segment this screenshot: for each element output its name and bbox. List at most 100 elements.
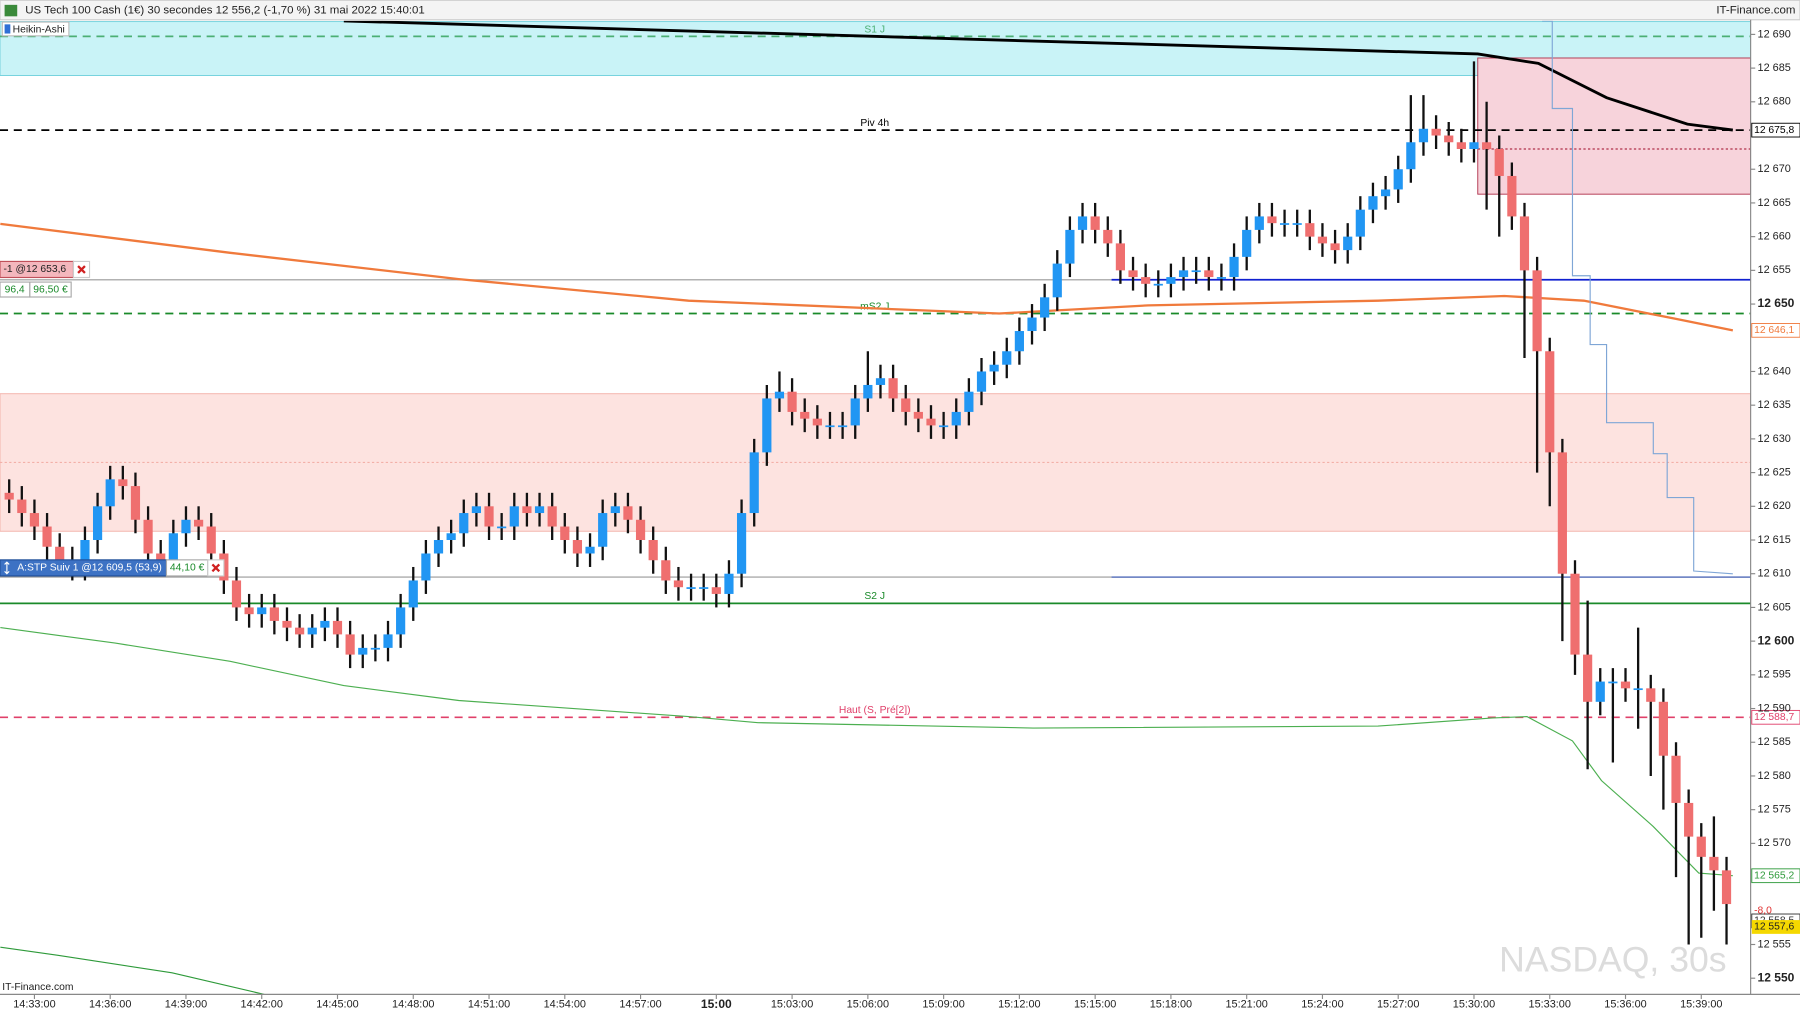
y-tick-label: 12 550	[1758, 970, 1795, 984]
candle-body	[105, 479, 115, 507]
y-tick-label: 12 690	[1758, 28, 1791, 40]
candle-body	[913, 411, 923, 419]
close-order-icon[interactable]	[77, 265, 86, 274]
candle-body	[244, 607, 254, 615]
candle-body	[1178, 270, 1189, 278]
header-bar	[0, 0, 1800, 21]
candle-body	[130, 486, 141, 520]
indicator-line	[1542, 20, 1733, 575]
candle-body	[800, 411, 810, 419]
y-tick-label: 12 575	[1758, 804, 1791, 816]
candle-body	[320, 620, 330, 628]
price-tag-label: 12 565,2	[1754, 870, 1794, 881]
candle-body	[976, 371, 987, 392]
candle-body	[269, 607, 279, 621]
candle-body	[446, 533, 456, 541]
candle-body	[345, 634, 355, 655]
x-tick-label: 15:03:00	[771, 999, 813, 1011]
candle-body	[1583, 654, 1593, 702]
candle-body	[989, 364, 999, 372]
overlay: 12 675,812 646,112 588,712 565,212 558,5…	[0, 122, 1800, 934]
candle-body	[1040, 297, 1050, 318]
candle-body	[850, 398, 860, 426]
candle-body	[838, 425, 848, 428]
stop-label[interactable]: A:STP Suiv 1 @12 609,5 (53,9)	[17, 563, 162, 574]
candle-body	[1418, 128, 1429, 143]
x-tick-label: 14:39:00	[165, 999, 207, 1011]
x-tick-label: 14:57:00	[619, 999, 661, 1011]
candle-body	[648, 540, 658, 561]
y-tick-label: 12 655	[1758, 264, 1791, 276]
candle-body	[295, 627, 305, 635]
y-tick-label: 12 680	[1758, 96, 1791, 108]
candle-body	[1595, 681, 1605, 702]
candle-body	[1709, 856, 1719, 871]
x-tick-label: 14:42:00	[241, 999, 283, 1011]
candle-body	[1380, 189, 1391, 197]
x-tick-label: 15:06:00	[847, 999, 889, 1011]
x-tick-label: 15:09:00	[922, 999, 964, 1011]
candle-body	[1115, 243, 1125, 271]
candle-body	[560, 526, 570, 541]
price-tag	[1751, 323, 1800, 338]
y-tick-label: 12 590	[1758, 702, 1791, 714]
price-tag	[1751, 122, 1800, 138]
candle-body	[534, 506, 545, 514]
candle-body	[509, 506, 519, 527]
candle-body	[1292, 223, 1302, 225]
indicator-line	[0, 627, 1733, 877]
candle-body	[1406, 142, 1416, 170]
candle-body	[623, 506, 633, 520]
chart-style[interactable]: Heikin-Ashi	[13, 24, 65, 35]
y-tick-label: 12 615	[1758, 534, 1791, 546]
candle-body	[1696, 836, 1706, 857]
position-label[interactable]: -1 @12 653,6	[3, 264, 66, 275]
level-label: Piv 4h	[860, 118, 889, 129]
y-tick-label: 12 580	[1758, 770, 1791, 782]
candle-body	[484, 506, 494, 527]
candle-body	[964, 391, 974, 412]
x-tick-label: 15:33:00	[1529, 999, 1571, 1011]
candle-body	[55, 546, 65, 561]
price-tag-label: 12 646,1	[1754, 325, 1794, 336]
candle-body	[1482, 142, 1492, 150]
candle-body	[749, 452, 759, 514]
candle-body	[206, 526, 216, 554]
candle-body	[1620, 681, 1631, 689]
candle-body	[282, 620, 292, 628]
candle-body	[635, 519, 646, 541]
candle-body	[1721, 870, 1732, 905]
price-tag-label: 12 588,7	[1754, 712, 1794, 723]
candle-body	[951, 411, 961, 426]
candle-body	[1507, 175, 1517, 217]
level-label: S2 J	[864, 591, 885, 602]
y-tick-label: 12 600	[1758, 633, 1795, 647]
style-box[interactable]	[1, 21, 70, 37]
last-price-label: 12 557,6	[1754, 922, 1794, 933]
indicator-line	[343, 20, 1734, 132]
close-order-icon[interactable]	[211, 563, 221, 573]
candle-body	[1166, 277, 1176, 284]
candle-body	[1052, 263, 1062, 298]
candle-body	[774, 391, 785, 399]
candle-body	[610, 506, 620, 514]
candle-body	[332, 620, 343, 635]
candle-body	[1305, 223, 1315, 237]
candle-body	[156, 553, 166, 561]
candle-body	[1216, 277, 1227, 279]
candle-body	[762, 398, 772, 453]
candle-body	[812, 418, 822, 426]
indicator-line	[0, 946, 265, 995]
x-tick-label: 14:48:00	[392, 999, 434, 1011]
y-tick-label: 12 640	[1758, 365, 1791, 377]
x-tick-label: 15:39:00	[1680, 999, 1722, 1011]
position-points: 96,4	[5, 284, 25, 295]
candle-body	[711, 587, 721, 594]
candle-body	[181, 519, 191, 534]
candle-body	[1204, 270, 1214, 278]
candle-body	[194, 519, 204, 527]
position-money: 96,50 €	[33, 284, 68, 295]
candle-body	[724, 573, 734, 594]
